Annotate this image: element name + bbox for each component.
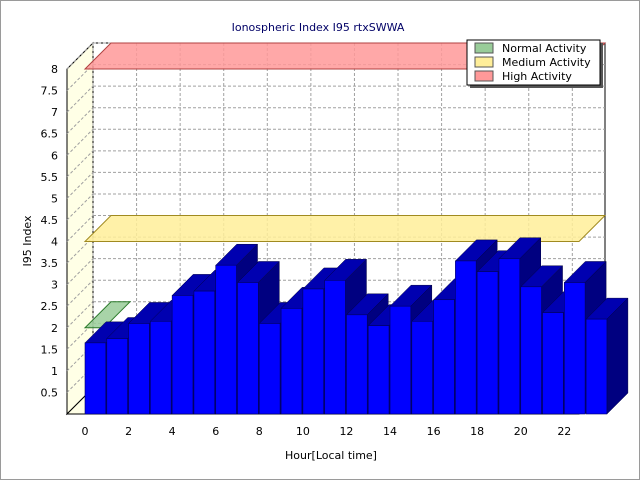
y-tick-label: 5 — [51, 192, 58, 205]
y-tick-label: 5.5 — [41, 171, 59, 184]
bar-series — [84, 237, 629, 415]
bar-front — [367, 325, 390, 415]
x-tick-label: 12 — [339, 425, 353, 438]
x-tick-label: 0 — [82, 425, 89, 438]
bar-front — [346, 314, 368, 415]
grid-line-side — [66, 85, 94, 113]
grid-line-side — [66, 215, 94, 242]
x-axis-ticks: 0 2 4 6 8 10 12 14 16 18 20 22 — [82, 425, 572, 438]
y-axis-ticks: 0.5 1 1.5 2 2.5 3 3.5 4 4.5 5 5.5 6 6.5 7 7.5 8 — [41, 63, 59, 399]
y-tick-label: 4 — [51, 236, 58, 249]
band-medium-activity — [83, 215, 607, 242]
chart-title: Ionospheric Index I95 rtxSWWA — [232, 21, 405, 34]
x-tick-label: 22 — [557, 425, 571, 438]
y-tick-label: 7.5 — [41, 85, 59, 98]
y-tick-label: 6 — [51, 149, 58, 162]
x-tick-label: 2 — [125, 425, 132, 438]
grid-line-side — [66, 193, 94, 221]
grid-line-side — [66, 258, 94, 285]
bar-front — [455, 260, 477, 415]
grid-line-side — [66, 128, 94, 156]
x-tick-label: 16 — [427, 425, 441, 438]
bar-front — [280, 308, 303, 415]
y-tick-label: 0.5 — [41, 386, 59, 399]
y-tick-label: 2.5 — [41, 300, 59, 313]
grid-line-side — [66, 279, 94, 307]
y-tick-label: 3 — [51, 279, 58, 292]
bar-front — [476, 271, 499, 415]
bar-front — [520, 286, 542, 415]
y-tick-label: 1 — [51, 365, 58, 378]
bar-23 — [585, 297, 629, 415]
band-normal-activity — [83, 301, 132, 329]
x-tick-label: 8 — [256, 425, 263, 438]
y-axis-title: I95 Index — [21, 215, 34, 267]
bar-front — [237, 282, 259, 415]
legend-label-normal: Normal Activity — [502, 42, 587, 55]
bar-front — [564, 282, 586, 415]
y-tick-label: 3.5 — [41, 257, 59, 270]
bar-front — [411, 320, 433, 415]
y-tick-label: 1.5 — [41, 343, 59, 356]
y-tick-label: 6.5 — [41, 128, 59, 141]
x-axis-title: Hour[Local time] — [285, 449, 377, 462]
legend: Normal Activity Medium Activity High Act… — [466, 39, 603, 88]
bar-front — [258, 323, 281, 415]
legend-swatch-normal — [474, 42, 494, 54]
legend-label-medium: Medium Activity — [502, 56, 591, 69]
bar-front — [585, 318, 608, 415]
legend-swatch-medium — [474, 56, 494, 68]
y-tick-label: 2 — [51, 322, 58, 335]
x-tick-label: 14 — [383, 425, 397, 438]
x-tick-label: 18 — [470, 425, 484, 438]
bar-front — [193, 290, 216, 415]
bar-front — [324, 280, 346, 415]
legend-swatch-high — [474, 70, 494, 82]
x-tick-label: 10 — [296, 425, 310, 438]
bar-front — [171, 295, 194, 415]
grid-line-side — [66, 107, 94, 135]
bar-front — [128, 323, 150, 415]
y-tick-label: 7 — [51, 106, 58, 119]
x-tick-label: 6 — [212, 425, 219, 438]
y-tick-label: 4.5 — [41, 214, 59, 227]
bar-front — [389, 305, 412, 415]
bar-front — [542, 312, 564, 415]
grid-line-side — [66, 301, 94, 329]
bar-front — [433, 299, 455, 415]
bar-front — [215, 264, 237, 415]
bar-front — [498, 258, 521, 415]
grid-line-side — [66, 42, 94, 70]
bar-front — [150, 320, 172, 415]
grid-line-side — [66, 150, 94, 178]
bar-front — [302, 288, 324, 415]
bar-front — [84, 342, 107, 415]
x-tick-label: 20 — [514, 425, 528, 438]
legend-label-high: High Activity — [502, 70, 572, 83]
grid-line-side — [66, 172, 94, 199]
bar-front — [106, 338, 128, 415]
x-tick-label: 4 — [169, 425, 176, 438]
y-tick-label: 8 — [51, 63, 58, 76]
